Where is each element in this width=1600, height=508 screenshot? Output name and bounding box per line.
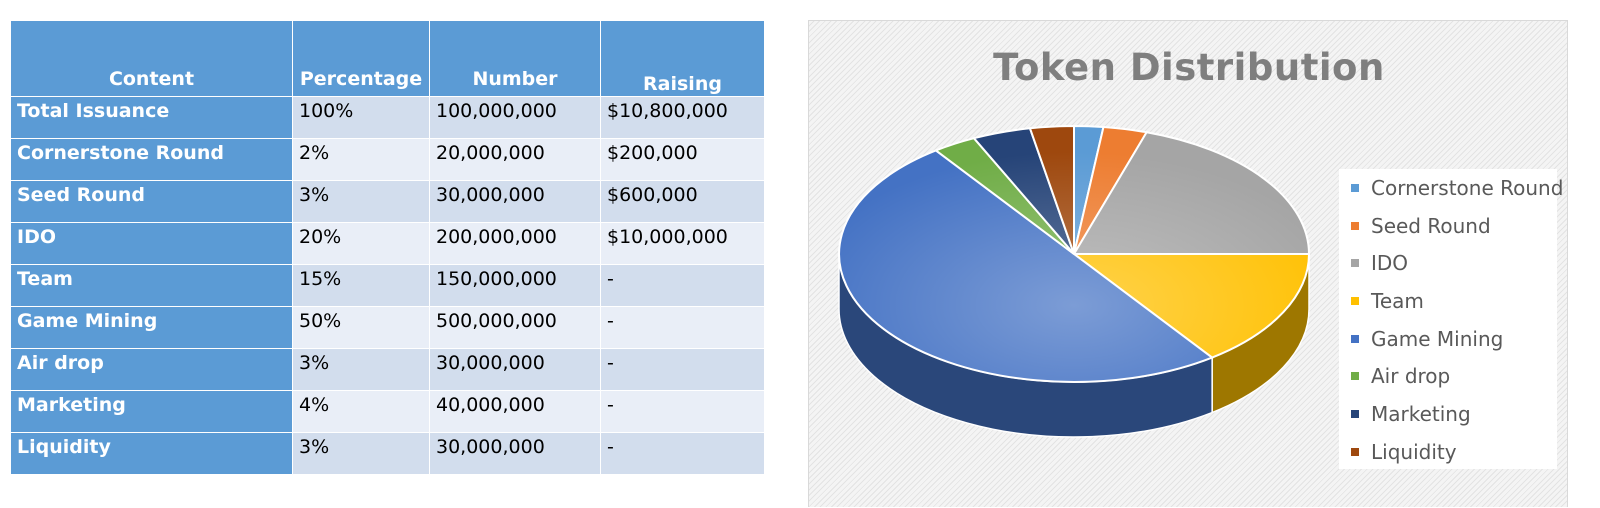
table-cell-content: Liquidity xyxy=(10,432,293,475)
legend-item: Liquidity xyxy=(1339,433,1557,471)
table-cell-percentage: 100% xyxy=(292,96,430,139)
table-row: Liquidity 3% 30,000,000 - xyxy=(10,432,765,475)
table-cell-number: 150,000,000 xyxy=(429,264,601,307)
table-cell-raising: $600,000 xyxy=(600,180,765,223)
table-cell-content: Marketing xyxy=(10,390,293,433)
table-cell-number: 30,000,000 xyxy=(429,348,601,391)
table-cell-content: Total Issuance xyxy=(10,96,293,139)
column-header-content: Content xyxy=(10,20,293,97)
legend-item: Game Mining xyxy=(1339,320,1557,358)
legend-item: Marketing xyxy=(1339,395,1557,433)
table-cell-percentage: 15% xyxy=(292,264,430,307)
chart-legend: Cornerstone Round Seed Round IDO Team Ga… xyxy=(1339,169,1563,471)
legend-label: Team xyxy=(1371,288,1424,313)
table-cell-raising: - xyxy=(600,264,765,307)
table-cell-percentage: 2% xyxy=(292,138,430,181)
pie-chart-3d xyxy=(838,124,1311,438)
chart-title: Token Distribution xyxy=(993,46,1385,89)
table-cell-number: 40,000,000 xyxy=(429,390,601,433)
table-cell-number: 30,000,000 xyxy=(429,180,601,223)
table-cell-content: IDO xyxy=(10,222,293,265)
table-cell-content: Seed Round xyxy=(10,180,293,223)
table-cell-raising: $10,000,000 xyxy=(600,222,765,265)
column-header-number: Number xyxy=(429,20,601,97)
table-cell-content: Air drop xyxy=(10,348,293,391)
legend-swatch xyxy=(1351,221,1359,230)
table-cell-raising: $200,000 xyxy=(600,138,765,181)
legend-item: Seed Round xyxy=(1339,207,1557,245)
legend-item: IDO xyxy=(1339,244,1557,282)
table-cell-percentage: 3% xyxy=(292,180,430,223)
table-cell-content: Team xyxy=(10,264,293,307)
table-cell-number: 200,000,000 xyxy=(429,222,601,265)
table-cell-percentage: 4% xyxy=(292,390,430,433)
table-row: Game Mining 50% 500,000,000 - xyxy=(10,306,765,349)
legend-label: Air drop xyxy=(1371,364,1451,389)
legend-swatch xyxy=(1351,259,1359,268)
legend-label: Seed Round xyxy=(1371,213,1491,238)
table-cell-percentage: 3% xyxy=(292,348,430,391)
table-cell-number: 30,000,000 xyxy=(429,432,601,475)
table-cell-raising: - xyxy=(600,348,765,391)
table-cell-raising: - xyxy=(600,306,765,349)
table-cell-number: 20,000,000 xyxy=(429,138,601,181)
table-cell-content: Cornerstone Round xyxy=(10,138,293,181)
legend-item: Cornerstone Round xyxy=(1339,169,1563,207)
column-header-raising: Raising xyxy=(600,20,765,97)
legend-swatch xyxy=(1351,183,1359,192)
table-cell-number: 500,000,000 xyxy=(429,306,601,349)
token-distribution-chart: Token Distribution Cornerstone Round See… xyxy=(808,20,1568,507)
legend-item: Team xyxy=(1339,282,1557,320)
legend-swatch xyxy=(1351,372,1359,381)
pie-highlight xyxy=(839,126,1309,382)
table-row: Cornerstone Round 2% 20,000,000 $200,000 xyxy=(10,138,765,181)
legend-item: Air drop xyxy=(1339,357,1557,395)
table-cell-content: Game Mining xyxy=(10,306,293,349)
legend-swatch xyxy=(1351,447,1359,456)
table-header-row: Content Percentage Number Raising xyxy=(10,20,765,97)
table-row: Team 15% 150,000,000 - xyxy=(10,264,765,307)
legend-swatch xyxy=(1351,296,1359,305)
table-row: IDO 20% 200,000,000 $10,000,000 xyxy=(10,222,765,265)
column-header-percentage: Percentage xyxy=(292,20,430,97)
legend-label: Marketing xyxy=(1371,401,1471,426)
table-cell-raising: - xyxy=(600,432,765,475)
legend-label: IDO xyxy=(1371,251,1409,276)
table-row: Marketing 4% 40,000,000 - xyxy=(10,390,765,433)
table-cell-raising: - xyxy=(600,390,765,433)
table-cell-raising: $10,800,000 xyxy=(600,96,765,139)
table-cell-percentage: 20% xyxy=(292,222,430,265)
legend-swatch xyxy=(1351,409,1359,418)
table-row: Air drop 3% 30,000,000 - xyxy=(10,348,765,391)
legend-label: Cornerstone Round xyxy=(1371,175,1564,200)
table-cell-percentage: 3% xyxy=(292,432,430,475)
table-row: Total Issuance 100% 100,000,000 $10,800,… xyxy=(10,96,765,139)
legend-label: Game Mining xyxy=(1371,326,1504,351)
legend-swatch xyxy=(1351,334,1359,343)
table-cell-percentage: 50% xyxy=(292,306,430,349)
table-row: Seed Round 3% 30,000,000 $600,000 xyxy=(10,180,765,223)
token-distribution-table: Content Percentage Number Raising Total … xyxy=(10,20,765,475)
legend-label: Liquidity xyxy=(1371,439,1457,464)
table-cell-number: 100,000,000 xyxy=(429,96,601,139)
